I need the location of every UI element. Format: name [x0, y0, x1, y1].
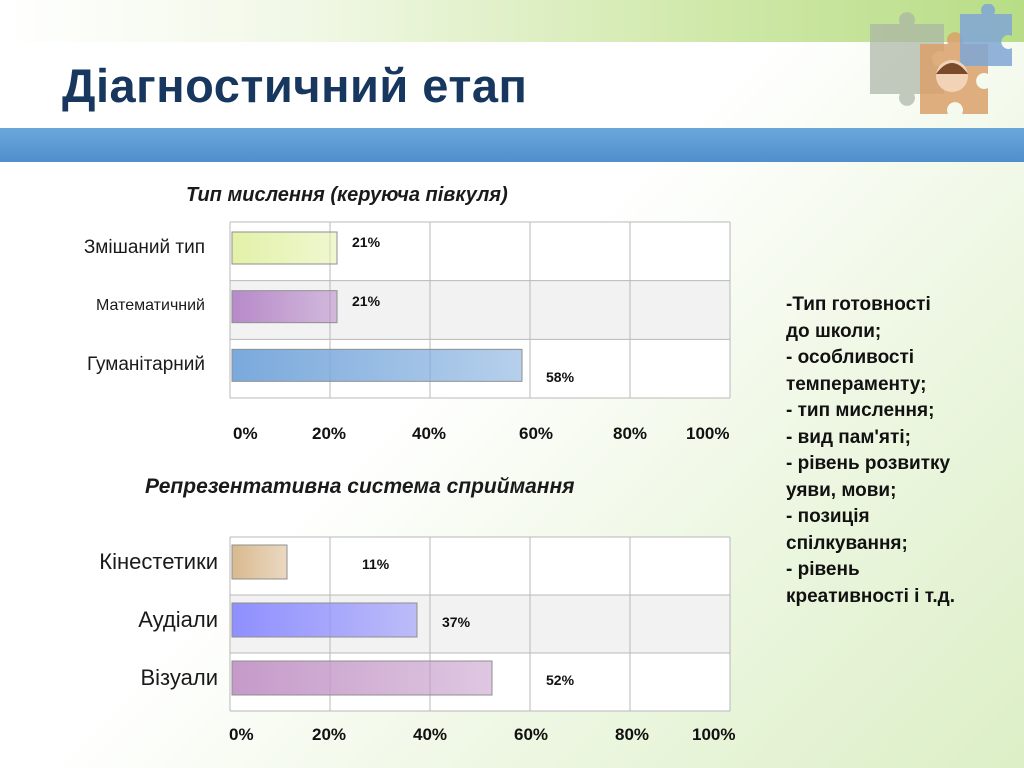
diagnostic-list-item: - рівень розвитку	[786, 453, 951, 474]
bar-1	[231, 231, 338, 265]
bar-2	[231, 602, 418, 638]
x-tick-label: 100%	[686, 424, 730, 443]
category-label: Візуали	[140, 664, 218, 690]
x-tick-label: 40%	[412, 424, 447, 443]
diagnostic-list-item: спілкування;	[786, 532, 908, 554]
category-label: Змішаний тип	[83, 236, 205, 258]
diagnostic-list-item: - тип мислення;	[786, 400, 935, 421]
puzzle-pieces-icon	[870, 4, 1012, 115]
x-tick-label: 60%	[519, 424, 554, 443]
value-label: 37%	[442, 614, 471, 630]
x-tick-label: 0%	[229, 725, 254, 744]
slide-title: Діагностичний етап	[62, 59, 528, 112]
diagnostic-list-item: креативності і т.д.	[786, 585, 955, 607]
x-tick-label: 20%	[312, 725, 347, 744]
x-tick-label: 40%	[413, 725, 448, 744]
x-tick-label: 0%	[233, 424, 258, 443]
value-label: 52%	[546, 672, 575, 688]
diagnostic-list: -Тип готовності до школи; - особливості тем…	[786, 292, 1022, 610]
diagnostic-list-item: уяви, мови;	[786, 479, 897, 501]
diagnostic-list-item: -Тип готовності	[786, 294, 931, 315]
chart-2-title: Репрезентативна система сприймання	[145, 475, 575, 498]
x-tick-label: 20%	[312, 424, 347, 443]
x-tick-label: 80%	[615, 725, 650, 744]
diagnostic-list-item: - рівень	[786, 559, 860, 580]
x-tick-label: 80%	[613, 424, 648, 443]
diagnostic-list-item: до школи;	[786, 320, 882, 342]
value-label: 21%	[352, 292, 381, 309]
diagnostic-list-item: - особливості	[786, 347, 915, 368]
category-label: Гуманітарний	[87, 353, 205, 375]
bar-3	[231, 660, 493, 696]
category-label: Аудіали	[138, 606, 218, 632]
diagnostic-list-item: - позиція	[786, 506, 870, 527]
bar-3	[231, 348, 523, 382]
top-decorative-stripe	[0, 0, 1024, 42]
x-tick-label: 60%	[514, 725, 549, 744]
header-band	[0, 128, 1024, 162]
category-label: Кінестетики	[99, 548, 218, 574]
chart-1-title: Тип мислення (керуюча півкуля)	[186, 184, 508, 206]
value-label: 11%	[362, 556, 390, 572]
category-label: Математичний	[96, 297, 205, 315]
bar-1	[231, 544, 288, 580]
x-tick-label: 100%	[692, 725, 736, 744]
diagnostic-list-item: - вид пам'яті;	[786, 426, 911, 448]
plot-row-background	[230, 537, 730, 595]
bar-2	[231, 290, 338, 324]
diagnostic-list-item: темпераменту;	[786, 373, 927, 395]
value-label: 58%	[546, 369, 575, 386]
value-label: 21%	[352, 234, 381, 250]
